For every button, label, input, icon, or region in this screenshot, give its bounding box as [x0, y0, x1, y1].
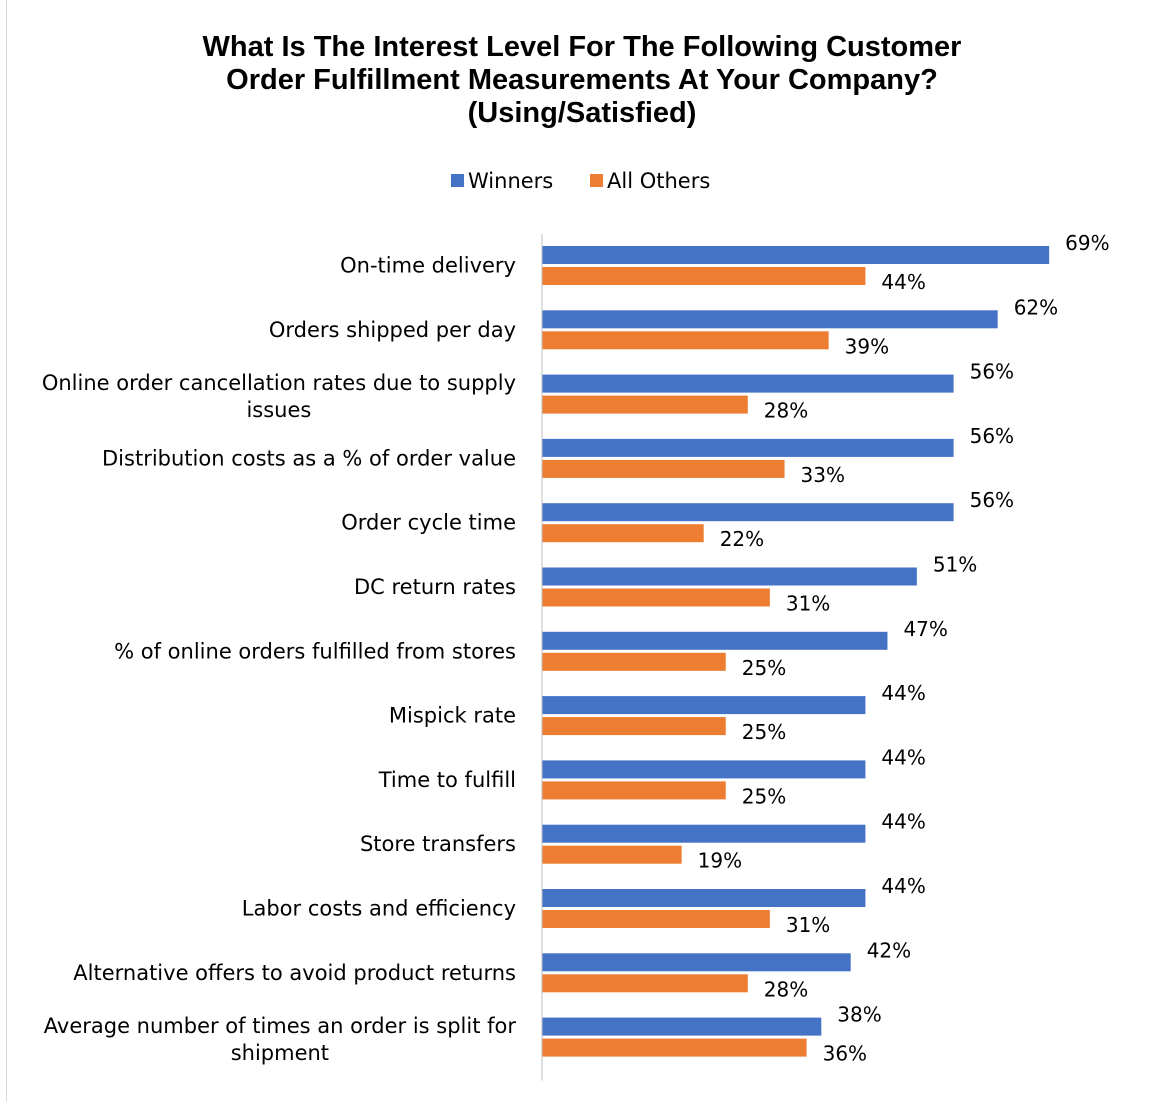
chart-title-line-1: What Is The Interest Level For The Follo… — [203, 31, 962, 63]
data-label-all-others: 28% — [764, 399, 808, 423]
category-labels: On-time delivery Orders shipped per day On… — [42, 254, 517, 1066]
bar-winners — [542, 760, 866, 779]
legend-swatch-winners — [451, 174, 464, 187]
legend-label-winners: Winners — [468, 169, 553, 193]
data-label-winners: 38% — [837, 1003, 881, 1027]
data-label-all-others: 19% — [698, 849, 742, 873]
bar-all-others — [542, 652, 726, 671]
legend-label-all-others: All Others — [607, 169, 710, 193]
category-label: Labor costs and efficiency — [242, 897, 516, 921]
bar-winners — [542, 374, 954, 393]
bar-all-others — [542, 331, 829, 350]
bar-winners — [542, 824, 866, 843]
category-label: DC return rates — [354, 575, 516, 599]
category-label: Orders shipped per day — [269, 318, 516, 342]
data-label-winners: 44% — [881, 874, 925, 898]
bar-winners — [542, 696, 866, 715]
bar-all-others — [542, 781, 726, 800]
data-label-all-others: 36% — [823, 1042, 867, 1066]
category-label: Store transfers — [360, 832, 516, 856]
bar-winners — [542, 246, 1050, 264]
legend-swatch-all-others — [590, 174, 603, 187]
data-label-all-others: 25% — [742, 720, 786, 744]
bar-winners — [542, 953, 851, 972]
category-label: Distribution costs as a % of order value — [102, 446, 516, 470]
bar-winners — [542, 503, 954, 522]
data-label-winners: 44% — [881, 745, 925, 769]
data-label-all-others: 44% — [881, 270, 925, 294]
data-label-winners: 44% — [881, 810, 925, 834]
category-label: Mispick rate — [389, 704, 516, 728]
bar-all-others — [542, 910, 770, 928]
data-label-all-others: 31% — [786, 913, 830, 937]
data-label-all-others: 22% — [720, 527, 764, 551]
bar-winners — [542, 1017, 822, 1036]
bar-winners — [542, 438, 954, 457]
bar-all-others — [542, 717, 726, 736]
data-label-winners: 44% — [881, 681, 925, 705]
bar-winners — [542, 889, 866, 907]
bar-all-others — [542, 459, 785, 478]
bar-all-others — [542, 524, 704, 543]
bar-all-others — [542, 845, 682, 864]
data-label-winners: 62% — [1014, 295, 1058, 319]
data-label-winners: 42% — [867, 938, 911, 962]
data-label-all-others: 25% — [742, 656, 786, 680]
data-label-winners: 56% — [970, 424, 1014, 448]
bar-winners — [542, 631, 888, 650]
category-label: Alternative offers to avoid product retu… — [73, 961, 516, 985]
bar-chart: What Is The Interest Level For The Follo… — [42, 31, 1110, 1081]
category-label: On-time delivery — [340, 254, 516, 278]
data-label-winners: 51% — [933, 553, 977, 577]
category-label: Order cycle time — [341, 511, 516, 535]
chart-legend: Winners All Others — [451, 169, 710, 193]
bar-winners — [542, 310, 998, 329]
chart-frame: What Is The Interest Level For The Follo… — [6, 0, 1154, 1102]
data-label-winners: 56% — [970, 488, 1014, 512]
bar-winners — [542, 567, 917, 586]
data-labels: 69% 44% 62% 39% 56% 28% 56% 33% 56% 22% 51% 31% 47% 2… — [698, 231, 1110, 1066]
data-label-all-others: 33% — [801, 463, 845, 487]
data-label-all-others: 31% — [786, 592, 830, 616]
chart-title-line-3: (Using/Satisfied) — [468, 97, 697, 129]
bars — [542, 246, 1050, 1057]
bar-all-others — [542, 588, 770, 607]
bar-all-others — [542, 974, 748, 993]
chart-title: What Is The Interest Level For The Follo… — [203, 31, 962, 129]
data-label-winners: 69% — [1065, 231, 1109, 255]
category-label: Average number of times an order is spli… — [44, 1014, 517, 1065]
chart-title-line-2: Order Fulfillment Measurements At Your C… — [226, 64, 938, 96]
data-label-all-others: 25% — [742, 784, 786, 808]
category-label: Online order cancellation rates due to s… — [42, 371, 516, 422]
bar-all-others — [542, 1038, 807, 1057]
data-label-all-others: 28% — [764, 977, 808, 1001]
category-label: % of online orders fulfilled from stores — [114, 639, 516, 663]
data-label-winners: 47% — [903, 617, 947, 641]
data-label-all-others: 39% — [845, 334, 889, 358]
bar-all-others — [542, 395, 748, 414]
data-label-winners: 56% — [970, 360, 1014, 384]
category-label: Time to fulfill — [378, 768, 516, 792]
bar-all-others — [542, 267, 866, 285]
